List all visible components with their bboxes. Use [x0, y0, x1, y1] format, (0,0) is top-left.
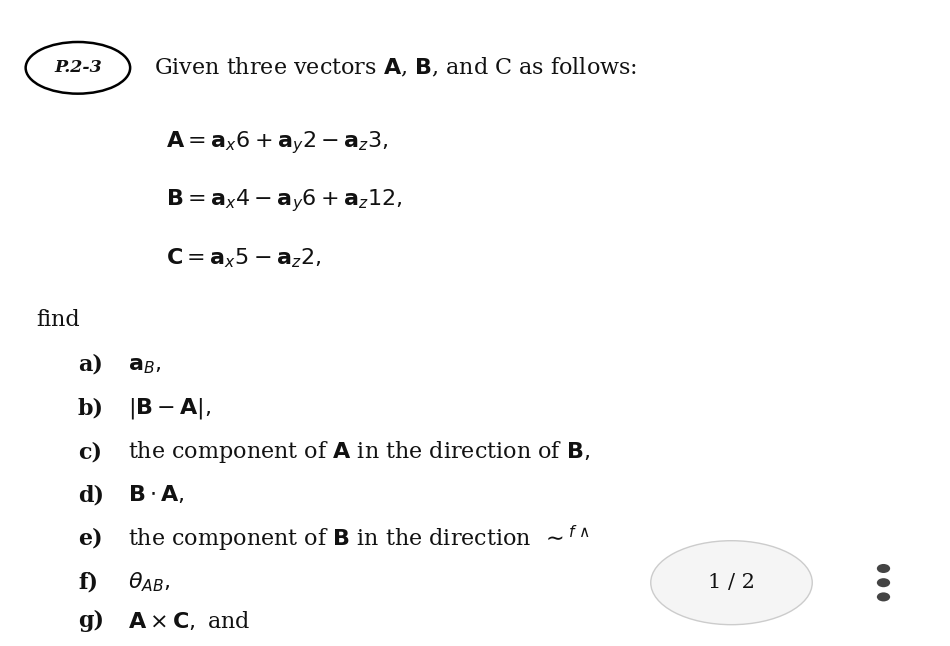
Text: $\mathbf{A} = \mathbf{a}_x 6 + \mathbf{a}_y 2 - \mathbf{a}_z 3,$: $\mathbf{A} = \mathbf{a}_x 6 + \mathbf{a…: [166, 129, 389, 156]
Text: $\mathbf{C} = \mathbf{a}_x 5 - \mathbf{a}_z 2,$: $\mathbf{C} = \mathbf{a}_x 5 - \mathbf{a…: [166, 247, 321, 270]
Circle shape: [877, 564, 890, 573]
Text: b): b): [78, 397, 104, 419]
Text: $\mathbf{a}_{B},$: $\mathbf{a}_{B},$: [128, 354, 162, 376]
Text: the component of $\mathbf{A}$ in the direction of $\mathbf{B},$: the component of $\mathbf{A}$ in the dir…: [128, 439, 590, 465]
Ellipse shape: [651, 541, 812, 625]
Text: c): c): [78, 441, 102, 463]
Text: e): e): [78, 528, 103, 550]
Text: Given three vectors $\mathbf{A}$, $\mathbf{B}$, and C as follows:: Given three vectors $\mathbf{A}$, $\math…: [154, 56, 637, 79]
Text: the component of $\mathbf{B}$ in the direction $\,\sim^{f}\,{}^{\wedge}$: the component of $\mathbf{B}$ in the dir…: [128, 524, 590, 554]
Text: a): a): [78, 354, 103, 376]
Text: 1 / 2: 1 / 2: [708, 573, 755, 592]
Text: d): d): [78, 484, 104, 506]
Circle shape: [877, 578, 890, 587]
Text: $|\mathbf{B} - \mathbf{A}|,$: $|\mathbf{B} - \mathbf{A}|,$: [128, 396, 212, 421]
Text: $\mathbf{B} \cdot \mathbf{A},$: $\mathbf{B} \cdot \mathbf{A},$: [128, 484, 185, 506]
Text: $\theta_{AB},$: $\theta_{AB},$: [128, 571, 171, 594]
Text: $\mathbf{A} \times \mathbf{C},$ and: $\mathbf{A} \times \mathbf{C},$ and: [128, 610, 251, 633]
Text: f): f): [78, 572, 98, 594]
Text: $\mathbf{B} = \mathbf{a}_x 4 - \mathbf{a}_y 6 + \mathbf{a}_z 12,$: $\mathbf{B} = \mathbf{a}_x 4 - \mathbf{a…: [166, 187, 403, 214]
Text: find: find: [36, 309, 80, 331]
Text: g): g): [78, 610, 104, 632]
Text: P.2-3: P.2-3: [54, 59, 102, 76]
Circle shape: [877, 592, 890, 601]
